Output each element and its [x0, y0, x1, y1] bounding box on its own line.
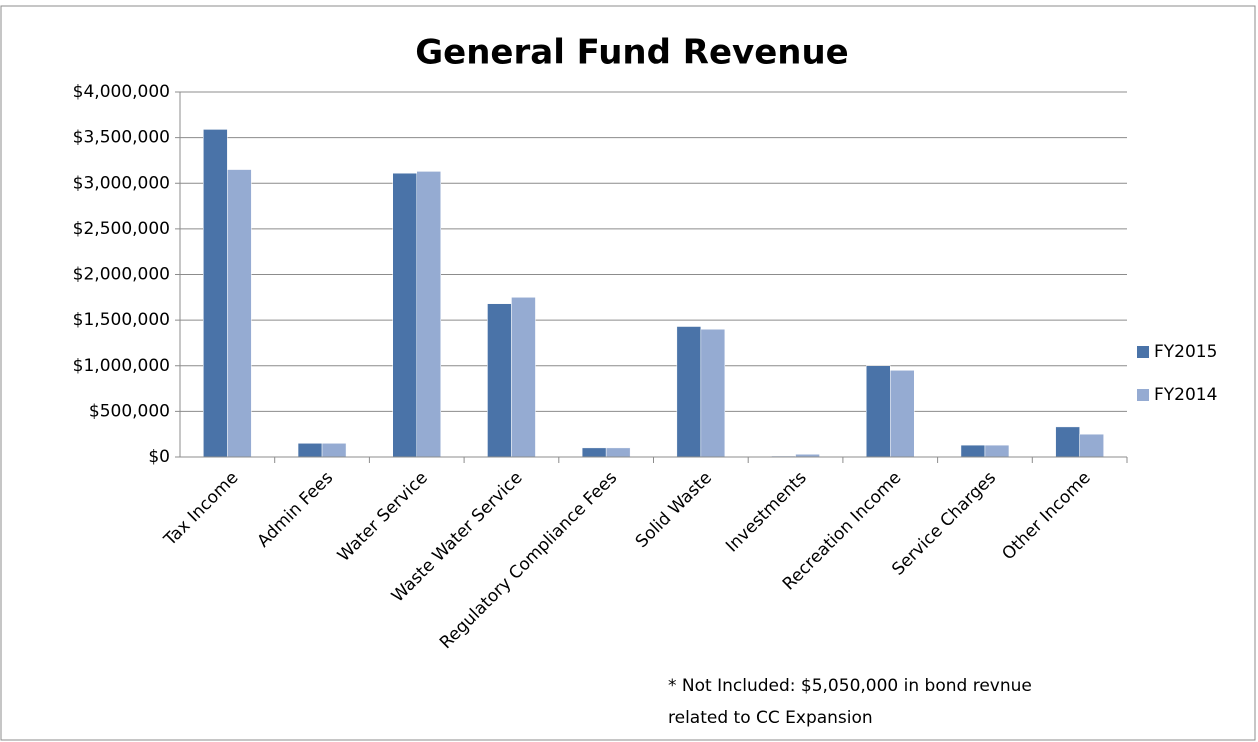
y-tick-label: $2,500,000	[73, 219, 170, 239]
y-tick-label: $2,000,000	[73, 265, 170, 285]
y-tick-label: $1,000,000	[73, 356, 170, 376]
y-tick-label: $1,500,000	[73, 310, 170, 330]
bar	[511, 297, 536, 458]
bar	[297, 443, 323, 458]
y-tick-label: $0	[148, 447, 170, 467]
bar	[1055, 426, 1080, 458]
annotation: related to CC Expansion	[668, 708, 873, 728]
bar	[984, 444, 1010, 458]
legend-label: FY2015	[1154, 342, 1217, 362]
bar	[866, 365, 891, 458]
y-tick-label: $500,000	[89, 401, 170, 421]
bar	[1079, 433, 1104, 458]
bar	[227, 169, 252, 458]
y-tick-label: $3,000,000	[73, 173, 170, 193]
annotation: * Not Included: $5,050,000 in bond revnu…	[668, 676, 1032, 696]
chart-title: General Fund Revenue	[415, 33, 848, 73]
chart-border	[0, 5, 1256, 741]
bar	[487, 303, 512, 458]
legend-swatch	[1137, 389, 1149, 401]
legend-swatch	[1137, 346, 1149, 358]
y-tick-label: $3,500,000	[73, 128, 170, 148]
bar	[321, 443, 347, 458]
bar	[392, 172, 417, 458]
bar	[605, 447, 631, 458]
bar	[700, 329, 726, 458]
bar	[960, 444, 986, 458]
bar	[203, 129, 228, 458]
bar	[890, 370, 915, 458]
bar	[416, 171, 441, 458]
legend-label: FY2014	[1154, 385, 1217, 405]
bar	[581, 447, 607, 458]
y-tick-label: $4,000,000	[73, 82, 170, 102]
bar	[676, 326, 702, 458]
